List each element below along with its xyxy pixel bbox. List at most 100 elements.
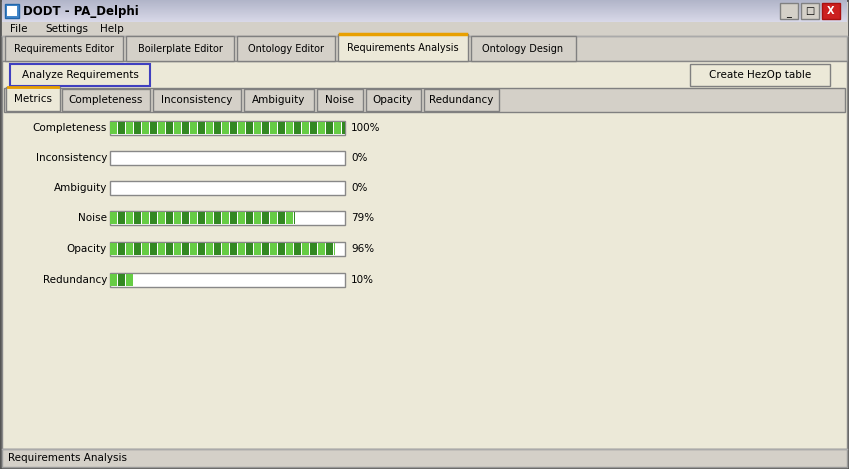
Bar: [222, 212, 229, 224]
Bar: [222, 122, 229, 134]
Text: Ontology Editor: Ontology Editor: [248, 44, 324, 54]
Text: Boilerplate Editor: Boilerplate Editor: [138, 44, 222, 54]
Bar: [366, 89, 421, 111]
Bar: [190, 212, 197, 224]
Text: □: □: [806, 6, 815, 16]
Bar: [174, 212, 181, 224]
Bar: [2, 10, 847, 11]
Bar: [110, 181, 345, 195]
Bar: [110, 121, 345, 135]
Bar: [2, 2, 847, 3]
Bar: [214, 122, 221, 134]
Text: Create HezOp table: Create HezOp table: [709, 70, 811, 80]
Bar: [142, 212, 149, 224]
Text: Metrics: Metrics: [14, 94, 52, 104]
Bar: [326, 243, 333, 255]
Bar: [150, 212, 157, 224]
Text: 96%: 96%: [351, 244, 374, 254]
Bar: [270, 122, 277, 134]
Text: Analyze Requirements: Analyze Requirements: [21, 70, 138, 80]
Bar: [238, 243, 245, 255]
Bar: [278, 243, 285, 255]
Bar: [2, 19, 847, 20]
Bar: [424, 89, 499, 111]
Bar: [246, 122, 253, 134]
Bar: [118, 212, 125, 224]
Bar: [2, 7, 847, 8]
Bar: [7, 6, 17, 16]
Bar: [206, 122, 213, 134]
Text: Ontology Design: Ontology Design: [482, 44, 564, 54]
Bar: [286, 243, 293, 255]
Bar: [2, 16, 847, 17]
Bar: [270, 243, 277, 255]
Bar: [182, 243, 189, 255]
Bar: [238, 122, 245, 134]
Bar: [126, 243, 133, 255]
Text: _: _: [786, 8, 791, 18]
Bar: [2, 5, 847, 6]
Bar: [254, 243, 261, 255]
Bar: [2, 18, 847, 19]
Text: Noise: Noise: [325, 95, 355, 105]
Bar: [244, 89, 314, 111]
Bar: [2, 6, 847, 7]
Bar: [471, 36, 576, 61]
Bar: [294, 243, 301, 255]
Bar: [2, 36, 847, 61]
Bar: [246, 212, 253, 224]
Bar: [294, 122, 301, 134]
Text: Settings: Settings: [45, 24, 88, 34]
Bar: [118, 122, 125, 134]
Bar: [118, 243, 125, 255]
Bar: [110, 274, 117, 286]
Bar: [310, 243, 317, 255]
Text: Ambiguity: Ambiguity: [53, 183, 107, 193]
Bar: [270, 212, 277, 224]
Bar: [142, 243, 149, 255]
Bar: [254, 122, 261, 134]
Bar: [126, 212, 133, 224]
Bar: [142, 122, 149, 134]
Text: Redundancy: Redundancy: [429, 95, 493, 105]
Bar: [2, 12, 847, 13]
Bar: [150, 243, 157, 255]
Bar: [822, 3, 840, 19]
Bar: [2, 22, 847, 36]
Bar: [206, 243, 213, 255]
Bar: [214, 212, 221, 224]
Text: 0%: 0%: [351, 183, 368, 193]
Text: Completeness: Completeness: [32, 123, 107, 133]
Bar: [126, 36, 234, 61]
Bar: [318, 243, 325, 255]
Bar: [134, 212, 141, 224]
Text: 100%: 100%: [351, 123, 380, 133]
Bar: [2, 61, 847, 449]
Bar: [302, 243, 309, 255]
Bar: [166, 122, 173, 134]
Bar: [190, 122, 197, 134]
Bar: [110, 122, 117, 134]
Bar: [2, 21, 847, 22]
Bar: [230, 212, 237, 224]
Text: Ambiguity: Ambiguity: [252, 95, 306, 105]
Bar: [126, 274, 133, 286]
Bar: [4, 88, 845, 112]
Bar: [214, 243, 221, 255]
Bar: [317, 89, 363, 111]
Bar: [126, 122, 133, 134]
Bar: [110, 211, 345, 225]
Bar: [262, 122, 269, 134]
Bar: [62, 89, 150, 111]
Text: Opacity: Opacity: [373, 95, 413, 105]
Bar: [10, 64, 150, 86]
Bar: [2, 11, 847, 12]
Bar: [286, 122, 293, 134]
Text: Inconsistency: Inconsistency: [161, 95, 233, 105]
Bar: [2, 1, 847, 2]
Bar: [198, 122, 205, 134]
Bar: [310, 122, 317, 134]
Bar: [182, 212, 189, 224]
Bar: [134, 122, 141, 134]
Bar: [206, 212, 213, 224]
